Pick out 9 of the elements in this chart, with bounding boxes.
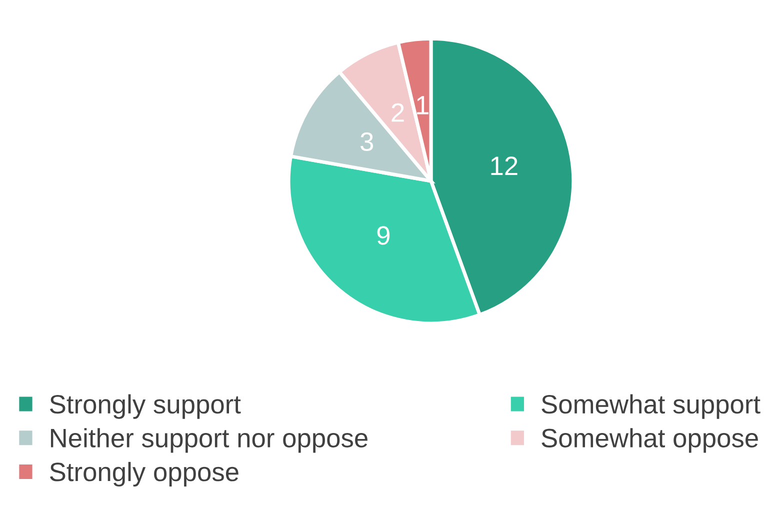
legend-label: Strongly support bbox=[50, 394, 241, 419]
legend-label: Neither support nor oppose bbox=[50, 428, 368, 453]
data-label: 3 bbox=[360, 132, 374, 152]
legend-label: Somewhat oppose bbox=[542, 428, 758, 453]
legend-label: Somewhat support bbox=[542, 394, 760, 419]
data-label: 1 bbox=[417, 96, 428, 114]
legend-label: Strongly oppose bbox=[50, 462, 238, 487]
data-label: 9 bbox=[377, 226, 390, 245]
data-label: 12 bbox=[491, 156, 518, 175]
